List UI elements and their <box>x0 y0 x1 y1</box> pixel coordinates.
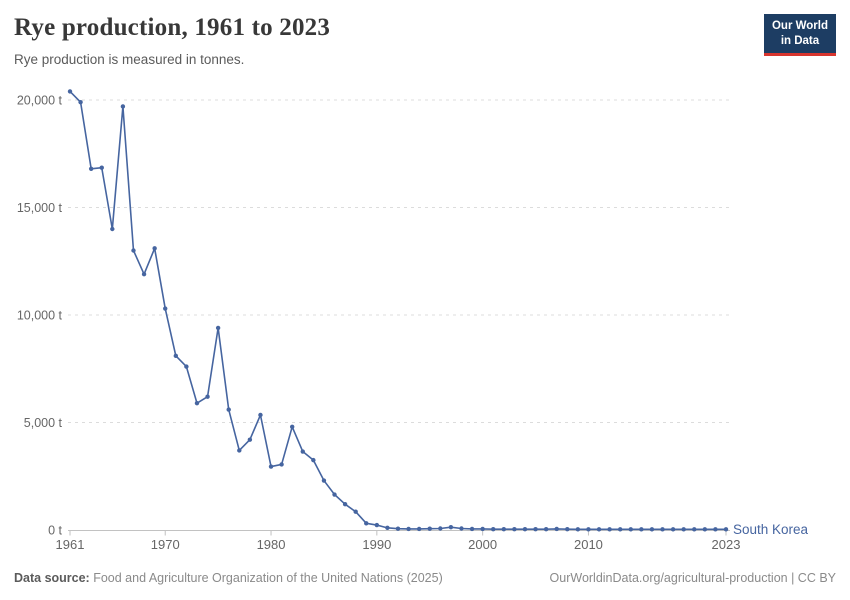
data-point[interactable] <box>427 526 432 531</box>
data-point[interactable] <box>141 271 147 277</box>
x-axis-tick-label: 1961 <box>56 537 85 552</box>
data-point[interactable] <box>554 526 559 532</box>
owid-logo-line1: Our World <box>771 20 828 32</box>
page-title: Rye production, 1961 to 2023 <box>14 14 331 41</box>
data-point[interactable] <box>438 526 443 531</box>
data-point[interactable] <box>226 407 231 412</box>
x-axis-tick-label: 2010 <box>574 537 603 552</box>
chart-footer: Data source: Food and Agriculture Organi… <box>14 571 836 585</box>
data-point[interactable] <box>501 526 507 532</box>
data-point[interactable] <box>491 526 496 532</box>
data-point[interactable] <box>152 246 157 251</box>
data-source[interactable]: Data source: Food and Agriculture Organi… <box>14 571 443 585</box>
data-point[interactable] <box>215 325 221 331</box>
data-point[interactable] <box>342 502 348 507</box>
data-point[interactable] <box>723 527 729 532</box>
y-axis-tick-label: 10,000 t <box>17 309 63 323</box>
data-source-label: Data source: <box>14 571 90 585</box>
data-point[interactable] <box>681 527 686 532</box>
data-point[interactable] <box>67 89 73 94</box>
data-point[interactable] <box>480 526 485 532</box>
data-point[interactable] <box>364 521 369 526</box>
data-point[interactable] <box>469 526 475 532</box>
data-point[interactable] <box>173 353 179 359</box>
data-point[interactable] <box>311 457 316 463</box>
data-point[interactable] <box>617 527 623 532</box>
data-point[interactable] <box>649 527 655 532</box>
data-point[interactable] <box>660 527 665 532</box>
data-source-text: Food and Agriculture Organization of the… <box>93 571 443 585</box>
x-axis-tick-label: 2023 <box>712 537 741 552</box>
data-point[interactable] <box>459 526 464 531</box>
data-point[interactable] <box>575 527 581 532</box>
data-point[interactable] <box>321 478 327 483</box>
y-axis-tick-label: 5,000 t <box>24 416 63 430</box>
data-point[interactable] <box>628 527 633 532</box>
data-point[interactable] <box>670 527 676 532</box>
data-point[interactable] <box>533 526 538 532</box>
data-point[interactable] <box>332 492 337 497</box>
data-point[interactable] <box>512 526 517 532</box>
data-point[interactable] <box>110 226 115 232</box>
data-point[interactable] <box>406 526 411 532</box>
data-point[interactable] <box>237 448 242 453</box>
data-point[interactable] <box>702 527 708 532</box>
x-axis-tick-label: 2000 <box>468 537 497 552</box>
x-axis-tick-label: 1980 <box>257 537 286 552</box>
data-point[interactable] <box>639 527 644 532</box>
data-point[interactable] <box>300 449 305 454</box>
series-end-label[interactable]: South Korea <box>733 522 809 537</box>
data-point[interactable] <box>607 527 612 532</box>
data-point[interactable] <box>184 364 189 369</box>
data-point[interactable] <box>596 527 602 532</box>
data-point[interactable] <box>385 525 390 531</box>
data-point[interactable] <box>374 522 380 528</box>
data-point[interactable] <box>258 412 263 418</box>
data-point[interactable] <box>163 306 168 311</box>
data-point[interactable] <box>78 99 83 105</box>
data-point[interactable] <box>131 248 136 253</box>
owid-logo[interactable]: Our World in Data <box>763 14 836 56</box>
data-point[interactable] <box>713 527 718 532</box>
data-point[interactable] <box>448 525 454 530</box>
data-point[interactable] <box>194 400 200 406</box>
data-point[interactable] <box>279 462 284 467</box>
data-point[interactable] <box>565 526 570 532</box>
data-point[interactable] <box>416 526 422 532</box>
data-point[interactable] <box>692 527 697 532</box>
owid-link[interactable]: OurWorldinData.org/agricultural-producti… <box>549 571 836 585</box>
data-point[interactable] <box>247 437 253 442</box>
owid-logo-line2: in Data <box>780 34 820 47</box>
y-axis-tick-label: 0 t <box>48 524 62 538</box>
x-axis-tick-label: 1990 <box>362 537 391 552</box>
data-point[interactable] <box>88 166 94 171</box>
data-point[interactable] <box>205 394 210 399</box>
data-point[interactable] <box>99 165 104 170</box>
data-point[interactable] <box>395 526 401 531</box>
series-line[interactable] <box>69 90 727 531</box>
data-point[interactable] <box>522 526 528 532</box>
y-axis-tick-label: 20,000 t <box>17 94 63 108</box>
y-axis-tick-label: 15,000 t <box>17 201 63 215</box>
data-point[interactable] <box>120 104 126 109</box>
data-point[interactable] <box>353 509 358 514</box>
data-point[interactable] <box>586 527 591 532</box>
chart-subtitle: Rye production is measured in tonnes. <box>14 52 245 67</box>
x-axis-tick-label: 1970 <box>151 537 180 552</box>
data-point[interactable] <box>543 526 549 532</box>
data-point[interactable] <box>268 464 274 469</box>
data-point[interactable] <box>289 424 295 429</box>
